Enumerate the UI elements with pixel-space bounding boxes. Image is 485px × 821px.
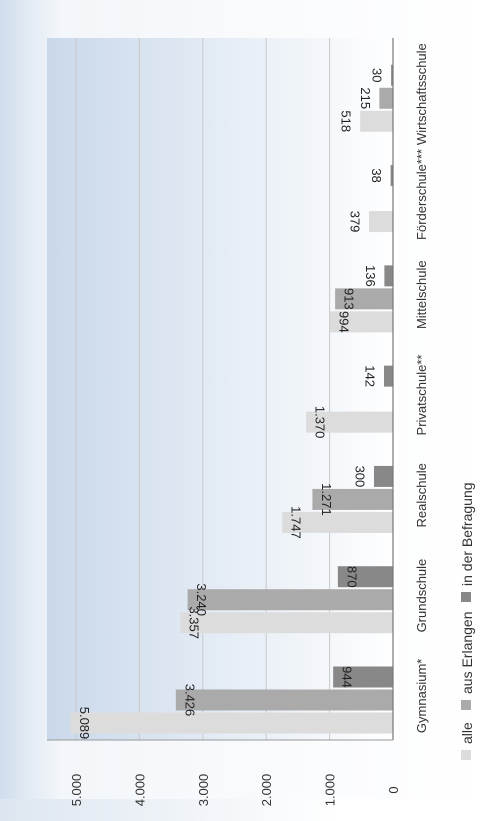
bar-aus-erlangen [335,288,393,310]
data-label: 5.089 [77,707,92,740]
data-label: 913 [342,288,357,310]
data-label: 215 [358,87,373,109]
bar-in-der-befragung [373,465,393,487]
tick-label: 1.000 [323,774,338,807]
data-label: 518 [339,110,354,132]
data-label: 870 [344,566,359,588]
bar-in-der-befragung [391,64,393,86]
bar-in-der-befragung [337,566,393,588]
bar-in-der-befragung [383,365,393,387]
data-label: 3.357 [187,606,202,639]
plot-area [47,38,398,740]
data-label: 30 [370,68,385,82]
legend-swatch [461,592,471,602]
tick-label: 2.000 [259,774,274,807]
bar-alle [329,311,393,333]
legend-label: aus Erlangen [459,611,475,694]
bar-in-der-befragung [333,666,393,688]
tick-label: 0 [386,786,401,793]
category-label: Realschule [414,463,429,527]
data-label: 379 [347,211,362,233]
page-bottom-band [0,799,485,821]
category-label: Grundschule [414,559,429,633]
bar-alle [70,712,394,734]
bar-in-der-befragung [390,165,393,187]
category-label: Mittelschule [414,260,429,329]
bar-alle [306,411,393,433]
data-label: 38 [369,168,384,182]
legend-swatch [461,700,471,710]
bar-alle [368,211,393,233]
tick-label: 4.000 [132,774,147,807]
data-label: 1.370 [313,406,328,439]
legend-label: in der Befragung [459,482,475,586]
bar-in-der-befragung [384,265,393,287]
data-label: 3.240 [194,583,209,616]
legend-swatch [461,750,471,760]
bar-aus-erlangen [175,689,393,711]
bar-alle [360,110,393,132]
data-label: 136 [363,265,378,287]
category-label: Privatschule** [414,355,429,436]
data-label: 1.271 [319,483,334,516]
data-label: 944 [340,666,355,688]
bar-aus-erlangen [187,589,393,611]
legend-label: alle [459,722,475,744]
category-label: Gymnasium* [414,659,429,733]
bar-alle [180,612,393,634]
data-label: 300 [352,466,367,488]
bar-aus-erlangen [379,87,393,109]
tick-label: 3.000 [196,774,211,807]
category-label: Förderschule*** [414,149,429,240]
data-label: 3.426 [182,684,197,717]
bar-aus-erlangen [312,488,393,510]
data-label: 1.747 [289,506,304,539]
data-label: 994 [336,311,351,333]
data-label: 142 [362,365,377,387]
tick-label: 5.000 [69,774,84,807]
bar-alle [282,511,393,533]
category-label: Wirtschaftsschule [414,43,429,145]
